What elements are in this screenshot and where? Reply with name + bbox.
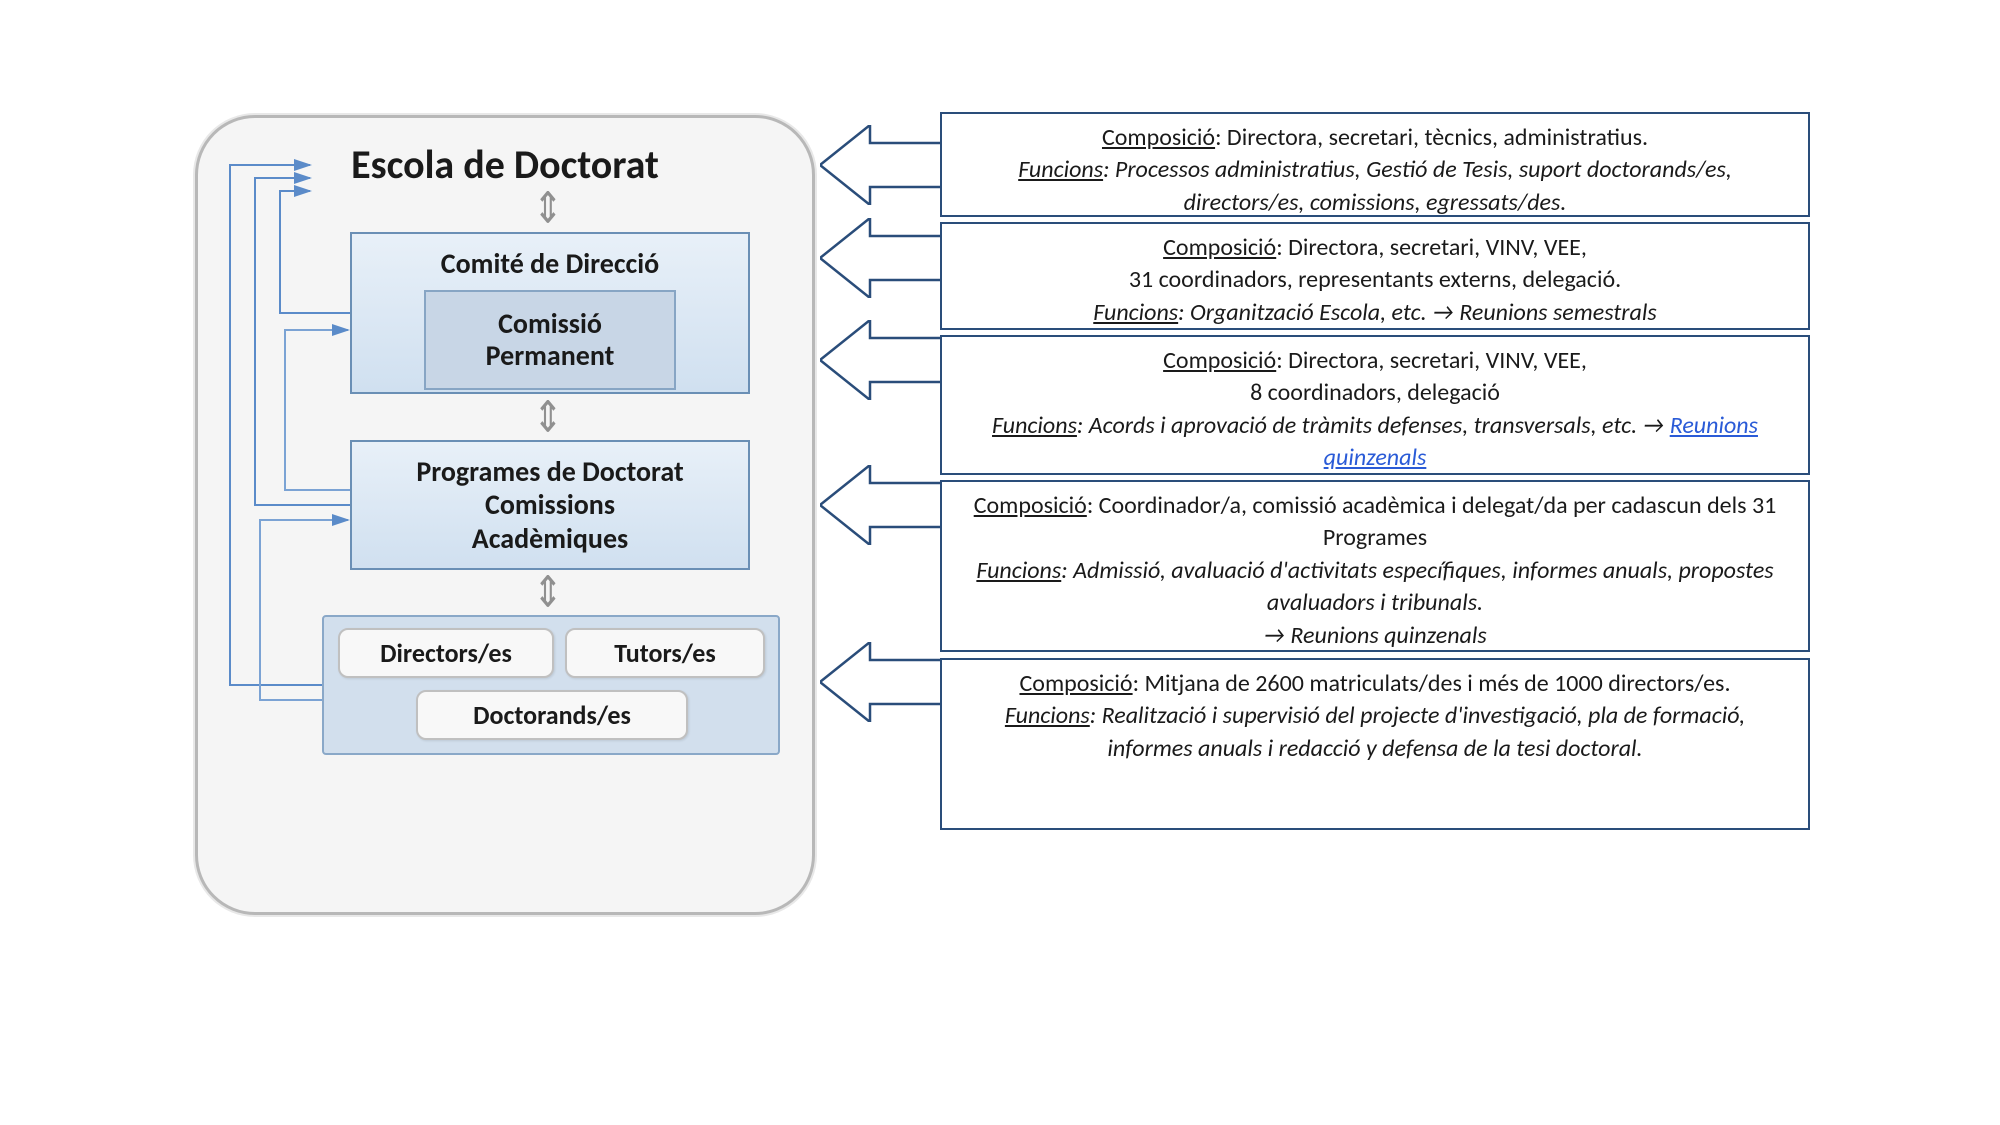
comissio-line1: Comissió (498, 308, 602, 340)
ib3-comp-text2: 8 coordinadors, delegació (1250, 378, 1500, 407)
ib3-comp-text: : Directora, secretari, VINV, VEE, (1276, 346, 1587, 375)
ib2-func-label: Funcions (1093, 298, 1178, 327)
ib2-comp-text2: 31 coordinadors, representants externs, … (1129, 265, 1621, 294)
ib4-comp-text: : Coordinador/a, comissió acadèmica i de… (1087, 491, 1776, 552)
pill-doctorands: Doctorands/es (416, 690, 688, 740)
ib1-func-label: Funcions (1018, 155, 1103, 184)
callout-arrow-2 (820, 218, 950, 298)
programes-line1: Programes de Doctorat (416, 455, 683, 489)
diagram-title: Escola de Doctorat (280, 140, 730, 189)
ib3-func-text: : Acords i aprovació de tràmits defenses… (1077, 411, 1670, 440)
programes-line2: Comissions (485, 488, 615, 522)
node-comissio-permanent: Comissió Permanent (424, 290, 676, 390)
callout-arrow-4 (820, 465, 950, 545)
pill-directors: Directors/es (338, 628, 554, 678)
info-box-1: Composició: Directora, secretari, tècnic… (940, 112, 1810, 217)
node-programes: Programes de Doctorat Comissions Acadèmi… (350, 440, 750, 570)
info-box-5: Composició: Mitjana de 2600 matriculats/… (940, 658, 1810, 830)
ib2-comp-text: : Directora, secretari, VINV, VEE, (1276, 233, 1587, 262)
ib2-comp-label: Composició (1163, 233, 1276, 262)
connector-arrow-3: ⇕ (528, 566, 568, 619)
ib4-func-label: Funcions (976, 556, 1061, 585)
pill-tutors: Tutors/es (565, 628, 765, 678)
callout-arrow-5 (820, 642, 950, 722)
comissio-line2: Permanent (486, 340, 615, 372)
ib5-comp-text: : Mitjana de 2600 matriculats/des i més … (1133, 669, 1731, 698)
diagram-canvas: Escola de Doctorat ⇕ Comité de Direcció … (0, 0, 2000, 1125)
comite-label: Comité de Direcció (441, 246, 659, 281)
ib5-comp-label: Composició (1019, 669, 1132, 698)
ib2-func-text: : Organització Escola, etc. → Reunions s… (1178, 298, 1657, 327)
ib4-func-text: : Admissió, avaluació d'activitats espec… (1061, 556, 1773, 617)
ib3-comp-label: Composició (1163, 346, 1276, 375)
ib1-func-text: : Processos administratius, Gestió de Te… (1103, 155, 1732, 216)
info-box-4: Composició: Coordinador/a, comissió acad… (940, 480, 1810, 652)
connector-arrow-1: ⇕ (528, 182, 568, 235)
ib4-func-text2: → Reunions quinzenals (1263, 621, 1487, 650)
connector-arrow-2: ⇕ (528, 391, 568, 444)
ib1-comp-text: : Directora, secretari, tècnics, adminis… (1215, 123, 1648, 152)
callout-arrow-1 (820, 125, 950, 205)
ib3-func-label: Funcions (992, 411, 1077, 440)
ib5-func-label: Funcions (1005, 701, 1090, 730)
ib5-func-text: : Realització i supervisió del projecte … (1090, 701, 1745, 762)
ib1-comp-label: Composició (1102, 123, 1215, 152)
info-box-3: Composició: Directora, secretari, VINV, … (940, 335, 1810, 475)
programes-line3: Acadèmiques (472, 522, 628, 556)
info-box-2: Composició: Directora, secretari, VINV, … (940, 222, 1810, 330)
callout-arrow-3 (820, 320, 950, 400)
ib4-comp-label: Composició (974, 491, 1087, 520)
